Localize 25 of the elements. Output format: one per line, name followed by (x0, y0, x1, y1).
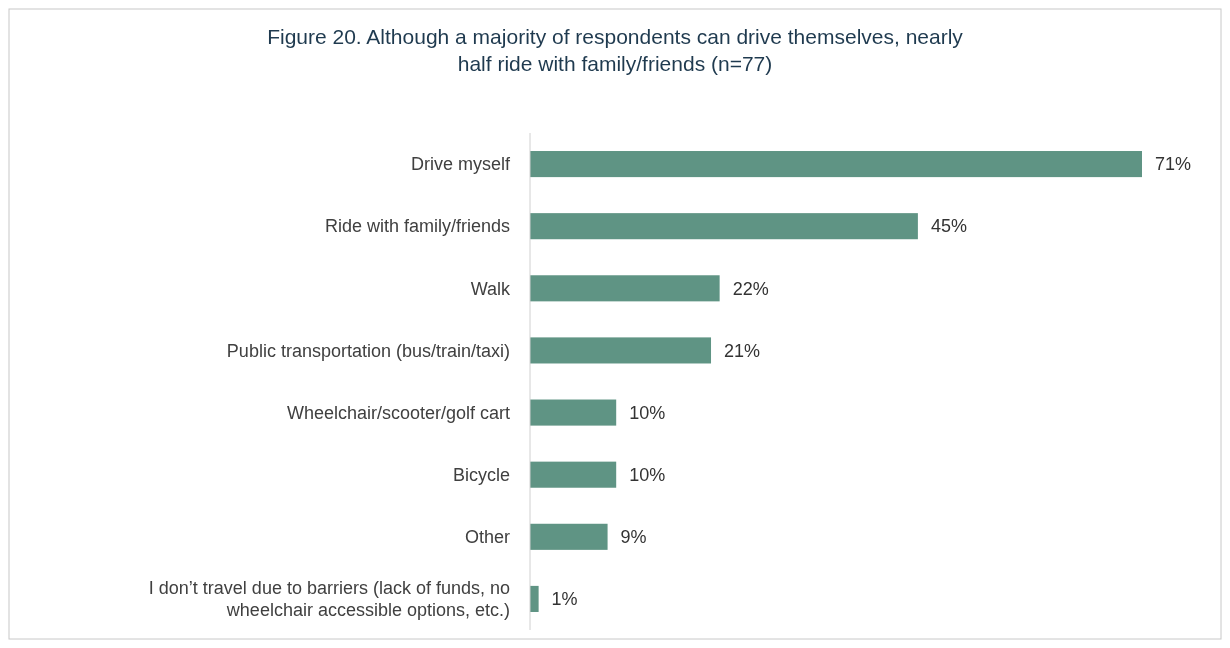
y-tick-label: Drive myself (410, 154, 511, 175)
chart-title: Figure 20. Although a majority of respondents can drive themselves, nearly half ride with family/friends (n=77) (267, 25, 964, 75)
y-tick-label: Walk (470, 278, 511, 299)
data-label: 21% (724, 340, 761, 361)
data-label: 1% (551, 589, 578, 610)
data-label: 10% (629, 464, 666, 485)
y-tick-label: Wheelchair/scooter/golf cart (286, 402, 510, 423)
bar (530, 151, 1142, 178)
y-tick-label: Public transportation (bus/train/taxi) (226, 340, 510, 361)
bar (530, 585, 539, 612)
data-label: 10% (629, 402, 666, 423)
bar (530, 523, 608, 550)
y-tick-label: I don’t travel due to barriers (lack of funds, no wheelchair accessible options, etc.) (148, 578, 510, 621)
data-label: 45% (930, 216, 967, 237)
bar (530, 461, 617, 488)
y-tick-label: Bicycle (452, 464, 510, 485)
bar (530, 399, 617, 426)
y-tick-label: Ride with family/friends (324, 216, 510, 237)
data-label: 9% (620, 527, 647, 548)
y-tick-label: Other (464, 527, 510, 548)
bar (530, 213, 918, 240)
bar (530, 275, 720, 302)
data-label: 71% (1155, 154, 1192, 175)
data-label: 22% (732, 278, 769, 299)
bar (530, 337, 712, 364)
